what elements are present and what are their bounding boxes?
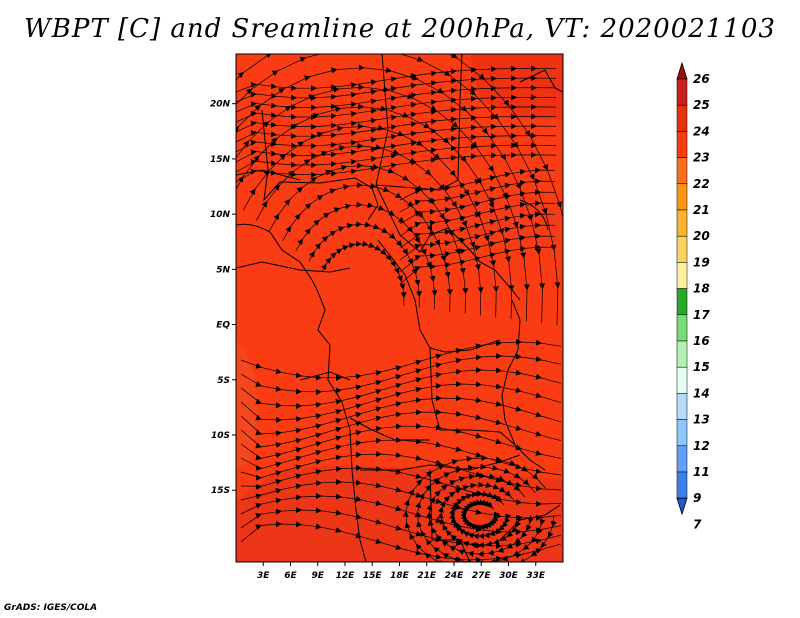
colorbar-label: 7 (693, 517, 702, 531)
colorbar-swatch (676, 340, 688, 368)
lon-tick-label: 3E (257, 571, 270, 581)
colorbar-swatch (676, 104, 688, 132)
lon-tick-label: 15E (363, 571, 383, 581)
colorbar-label: 9 (693, 491, 701, 505)
shade-south-dark (236, 465, 563, 562)
colorbar-label: 12 (693, 439, 710, 453)
colorbar-label: 14 (693, 386, 710, 400)
lon-tick-label: 27E (472, 571, 492, 581)
colorbar-min-arrow (676, 497, 688, 516)
lon-tick-label: 33E (526, 571, 546, 581)
lat-tick-label: 20N (210, 100, 231, 110)
colorbar-swatch (676, 131, 688, 158)
colorbar-label: 23 (693, 151, 710, 165)
lon-tick-label: 9E (312, 571, 325, 581)
colorbar-label: 21 (693, 203, 710, 217)
colorbar-label: 19 (693, 255, 710, 269)
colorbar-swatch (676, 235, 688, 263)
colorbar-swatch (676, 157, 688, 185)
streamline (399, 244, 556, 285)
lat-tick-label: EQ (216, 321, 230, 331)
lon-tick-label: 24E (445, 571, 465, 581)
colorbar-label: 16 (693, 334, 710, 348)
lon-tick-label: 12E (336, 571, 356, 581)
colorbar-label: 15 (693, 360, 710, 374)
colorbar-label: 11 (693, 465, 710, 479)
lon-tick-label: 30E (499, 571, 519, 581)
lat-tick-label: 5S (217, 376, 230, 386)
colorbar-swatch (676, 262, 688, 289)
colorbar-swatch (676, 366, 688, 394)
colorbar-swatch (676, 445, 688, 473)
colorbar: 26 25 24 23 22 21 20 19 18 17 16 15 14 13 12 11 9 7 (676, 61, 710, 531)
streamline (236, 54, 563, 288)
map-panel (236, 54, 563, 562)
lat-tick-label: 15N (210, 155, 231, 165)
shade-sw-moderate (236, 340, 258, 470)
colorbar-swatch (676, 209, 688, 237)
longitude-axis: 3E 6E 9E 12E 15E 18E 21E 24E 27E 30E 33E (257, 562, 546, 581)
colorbar-label: 17 (693, 308, 710, 322)
colorbar-label: 20 (693, 229, 710, 243)
colorbar-swatch (676, 393, 688, 420)
lat-tick-label: 15S (211, 486, 230, 496)
lon-tick-label: 18E (390, 571, 410, 581)
colorbar-label: 13 (693, 413, 710, 427)
latitude-axis: 20N 15N 10N 5N EQ 5S 10S 15S (210, 100, 236, 496)
grads-credit: GrADS: IGES/COLA (4, 603, 98, 613)
lon-tick-label: 21E (417, 571, 437, 581)
colorbar-max-arrow (676, 61, 688, 80)
colorbar-label: 24 (693, 124, 710, 138)
colorbar-label: 22 (693, 177, 710, 191)
streamlines (236, 54, 563, 562)
colorbar-label: 26 (693, 72, 710, 86)
colorbar-swatch (676, 183, 688, 211)
lat-tick-label: 10N (210, 210, 231, 220)
colorbar-swatch (676, 288, 688, 316)
colorbar-label: 18 (693, 282, 710, 296)
lat-tick-label: 5N (216, 265, 230, 275)
lon-tick-label: 6E (284, 571, 297, 581)
colorbar-swatch (676, 419, 688, 447)
chart-title: WBPT [C] and Sreamline at 200hPa, VT: 20… (24, 14, 776, 44)
lat-tick-label: 10S (211, 431, 230, 441)
colorbar-label: 25 (693, 98, 710, 112)
colorbar-swatch (676, 471, 688, 499)
colorbar-swatch (676, 314, 688, 342)
colorbar-swatch (676, 78, 688, 106)
